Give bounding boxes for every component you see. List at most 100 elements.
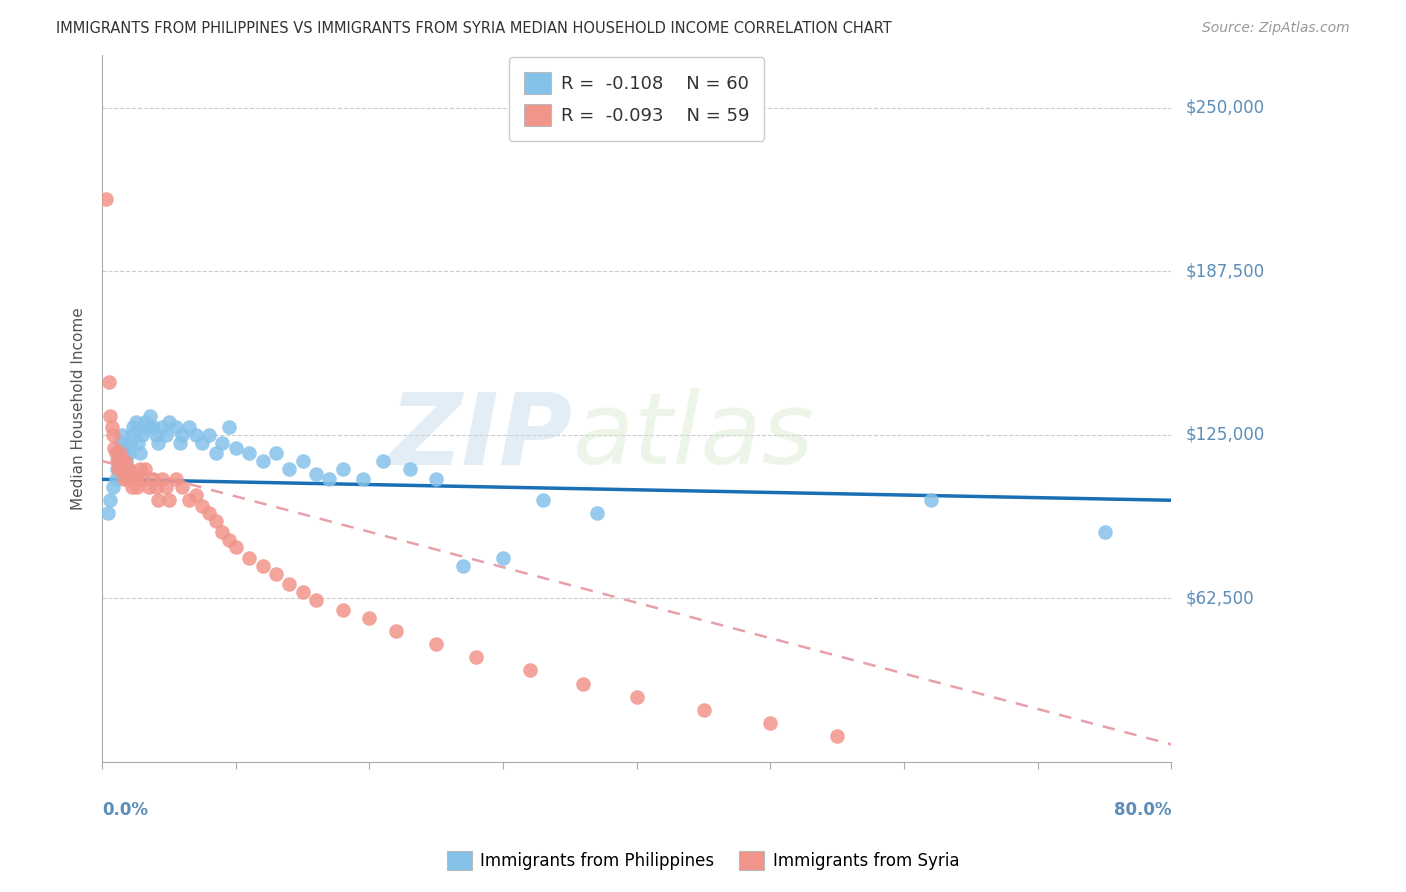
Legend: Immigrants from Philippines, Immigrants from Syria: Immigrants from Philippines, Immigrants … (440, 844, 966, 877)
Point (519, 664, 541, 678)
Point (264, 446, 287, 460)
Point (238, 446, 260, 460)
Point (252, 558, 274, 573)
Point (101, 427, 124, 442)
Point (139, 409, 162, 424)
Point (150, 472, 173, 486)
Point (111, 462, 134, 476)
Point (425, 637, 447, 651)
Point (305, 592, 328, 607)
Point (111, 427, 134, 442)
Point (124, 472, 146, 486)
Point (136, 420, 159, 434)
Point (112, 441, 135, 455)
Point (117, 462, 139, 476)
Point (148, 435, 170, 450)
Text: ZIP: ZIP (389, 388, 572, 485)
Point (145, 480, 167, 494)
Point (585, 507, 607, 521)
Point (105, 462, 128, 476)
Point (278, 577, 301, 591)
Point (134, 415, 156, 429)
Text: atlas: atlas (572, 388, 814, 485)
Point (332, 462, 354, 476)
Point (204, 446, 226, 460)
Point (108, 446, 131, 460)
Point (531, 493, 554, 508)
Point (121, 427, 143, 442)
Point (100, 420, 122, 434)
Point (120, 472, 142, 486)
Point (122, 420, 145, 434)
Point (218, 420, 240, 434)
Point (165, 420, 187, 434)
Point (264, 566, 287, 581)
Point (451, 558, 474, 573)
Point (352, 472, 374, 486)
Text: $125,000: $125,000 (1185, 425, 1264, 444)
Point (128, 462, 150, 476)
Point (198, 427, 221, 442)
Point (121, 480, 143, 494)
Point (142, 472, 165, 486)
Point (115, 462, 138, 476)
Point (465, 650, 488, 665)
Point (184, 427, 207, 442)
Point (572, 676, 595, 690)
Point (114, 454, 136, 468)
Point (318, 472, 340, 486)
Point (125, 480, 148, 494)
Point (692, 703, 714, 717)
Point (131, 472, 153, 486)
Point (218, 533, 240, 547)
Point (98, 409, 121, 424)
Point (225, 541, 247, 555)
Point (107, 462, 129, 476)
Point (425, 472, 447, 486)
Point (108, 446, 131, 460)
Point (172, 427, 194, 442)
Point (204, 514, 226, 528)
Point (114, 446, 136, 460)
Point (104, 446, 127, 460)
Text: 80.0%: 80.0% (1114, 801, 1171, 819)
Point (920, 493, 942, 508)
Point (225, 441, 247, 455)
Point (145, 427, 167, 442)
Point (124, 415, 146, 429)
Point (98, 493, 121, 508)
Point (118, 446, 141, 460)
Point (359, 611, 381, 625)
Point (115, 454, 138, 468)
Point (211, 524, 233, 539)
Point (155, 427, 177, 442)
Point (165, 472, 187, 486)
Point (122, 467, 145, 481)
Point (332, 603, 354, 617)
Point (101, 480, 124, 494)
Text: Source: ZipAtlas.com: Source: ZipAtlas.com (1202, 21, 1350, 35)
Text: 0.0%: 0.0% (103, 801, 148, 819)
Point (155, 480, 177, 494)
Point (96, 507, 118, 521)
Point (117, 472, 139, 486)
Point (398, 462, 420, 476)
Point (626, 690, 648, 704)
Point (291, 585, 314, 599)
Text: $62,500: $62,500 (1185, 590, 1254, 607)
Point (172, 480, 194, 494)
Point (291, 454, 314, 468)
Legend: R =  -0.108    N = 60, R =  -0.093    N = 59: R = -0.108 N = 60, R = -0.093 N = 59 (509, 57, 765, 141)
Point (825, 729, 848, 743)
Text: $187,500: $187,500 (1185, 262, 1264, 280)
Point (1094, 524, 1116, 539)
Point (157, 415, 180, 429)
Point (184, 488, 207, 502)
Point (104, 472, 127, 486)
Point (157, 493, 180, 508)
Point (759, 715, 782, 730)
Point (278, 462, 301, 476)
Point (125, 423, 148, 437)
Point (371, 454, 394, 468)
Point (252, 454, 274, 468)
